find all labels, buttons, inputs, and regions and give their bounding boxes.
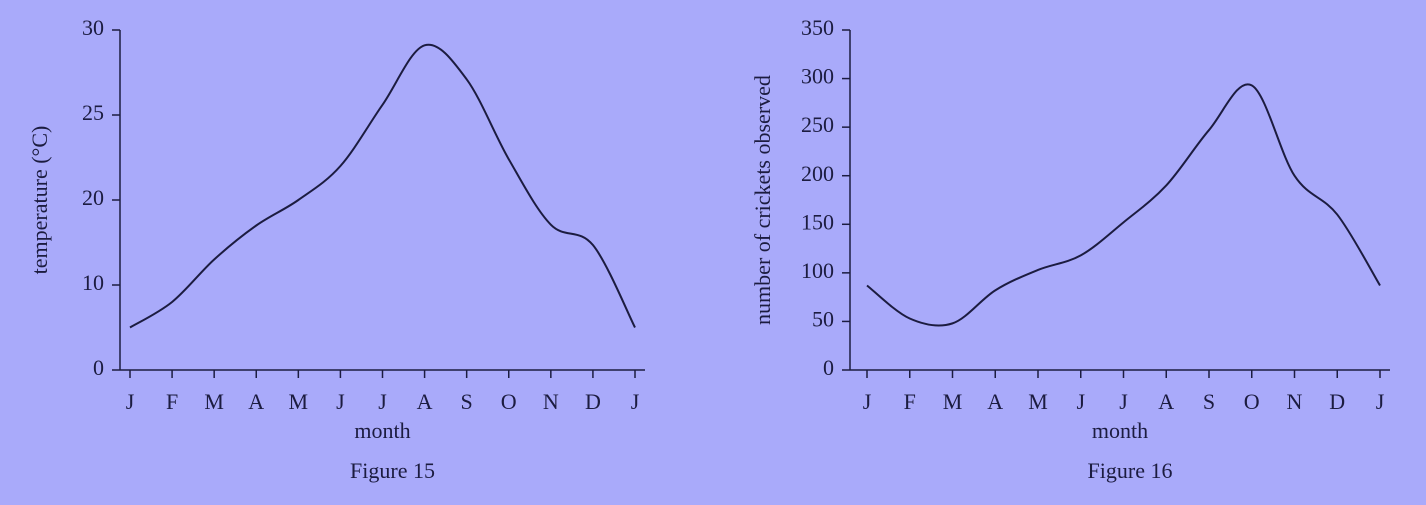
x-tick-label: M (204, 389, 224, 414)
x-tick-label: J (1076, 389, 1085, 414)
chart-title: Figure 15 (350, 458, 435, 483)
x-tick-label: S (461, 389, 473, 414)
y-tick-label: 30 (82, 15, 104, 40)
x-tick-label: F (904, 389, 916, 414)
x-tick-label: D (585, 389, 601, 414)
x-tick-label: A (248, 389, 264, 414)
x-tick-label: O (501, 389, 517, 414)
y-tick-label: 20 (82, 185, 104, 210)
y-axis-label: number of crickets observed (750, 75, 775, 325)
y-tick-label: 150 (801, 209, 834, 234)
x-tick-label: F (166, 389, 178, 414)
x-tick-label: O (1244, 389, 1260, 414)
x-axis-label: month (354, 418, 410, 443)
x-tick-label: A (987, 389, 1003, 414)
y-tick-label: 25 (82, 100, 104, 125)
x-tick-label: M (289, 389, 309, 414)
y-tick-label: 0 (823, 355, 834, 380)
x-tick-label: J (126, 389, 135, 414)
y-tick-label: 350 (801, 15, 834, 40)
data-line (129, 43, 636, 329)
x-tick-label: N (543, 389, 559, 414)
x-tick-label: A (417, 389, 433, 414)
x-tick-label: D (1329, 389, 1345, 414)
y-tick-label: 0 (93, 355, 104, 380)
x-tick-label: J (378, 389, 387, 414)
x-axis-label: month (1092, 418, 1148, 443)
y-tick-label: 100 (801, 258, 834, 283)
chart-title: Figure 16 (1088, 458, 1173, 483)
y-tick-label: 50 (812, 306, 834, 331)
x-tick-label: J (863, 389, 872, 414)
x-tick-label: A (1158, 389, 1174, 414)
y-tick-label: 200 (801, 161, 834, 186)
x-tick-label: S (1203, 389, 1215, 414)
y-tick-label: 300 (801, 64, 834, 89)
x-tick-label: M (1028, 389, 1048, 414)
x-tick-label: J (336, 389, 345, 414)
y-tick-label: 250 (801, 112, 834, 137)
x-tick-label: M (943, 389, 963, 414)
x-tick-label: N (1287, 389, 1303, 414)
x-tick-label: J (631, 389, 640, 414)
x-tick-label: J (1119, 389, 1128, 414)
y-tick-label: 10 (82, 270, 104, 295)
data-line (866, 83, 1381, 327)
x-tick-label: J (1376, 389, 1385, 414)
y-axis-label: temperature (°C) (27, 126, 52, 275)
